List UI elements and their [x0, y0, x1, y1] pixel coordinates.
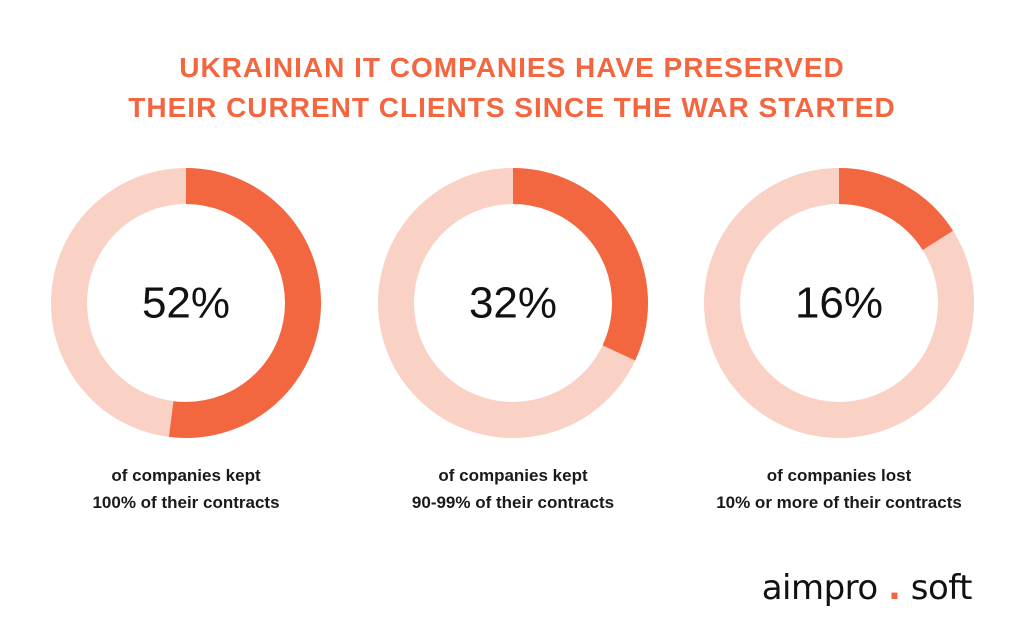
- brand-name-left: aimpro: [761, 568, 879, 608]
- caption-2-line-1: of companies kept: [438, 466, 588, 485]
- donut-chart-2: 32%: [378, 168, 648, 438]
- chart-title-line-1: UKRAINIAN IT COMPANIES HAVE PRESERVED: [179, 52, 845, 83]
- donut-caption-3: of companies lost 10% or more of their c…: [679, 462, 999, 516]
- donut-caption-2: of companies kept 90-99% of their contra…: [353, 462, 673, 516]
- donut-svg-3: 16%: [704, 168, 974, 438]
- caption-3-line-1: of companies lost: [766, 466, 912, 485]
- donut-percent-label-1: 52%: [142, 279, 230, 328]
- caption-1-line-1: of companies kept: [111, 466, 261, 485]
- donut-chart-3: 16%: [704, 168, 974, 438]
- donut-caption-1: of companies kept 100% of their contract…: [26, 462, 346, 516]
- brand-name-right: soft: [910, 568, 973, 608]
- brand-separator: .: [888, 568, 901, 608]
- caption-1-line-2: 100% of their contracts: [92, 493, 280, 512]
- donut-svg-1: 52%: [51, 168, 321, 438]
- donut-chart-1: 52%: [51, 168, 321, 438]
- chart-title: UKRAINIAN IT COMPANIES HAVE PRESERVED TH…: [0, 48, 1024, 128]
- donut-value-arc-3: [704, 168, 974, 438]
- donut-value-arc-1: [51, 168, 321, 438]
- brand-logo: aimpro . soft: [761, 568, 973, 608]
- donut-value-arc-2: [378, 168, 648, 438]
- caption-3-line-2: 10% or more of their contracts: [716, 493, 962, 512]
- donut-percent-label-2: 32%: [469, 279, 557, 328]
- caption-2-line-2: 90-99% of their contracts: [411, 493, 615, 512]
- donut-svg-2: 32%: [378, 168, 648, 438]
- donut-percent-label-3: 16%: [795, 279, 883, 328]
- chart-title-line-2: THEIR CURRENT CLIENTS SINCE THE WAR STAR…: [128, 92, 896, 123]
